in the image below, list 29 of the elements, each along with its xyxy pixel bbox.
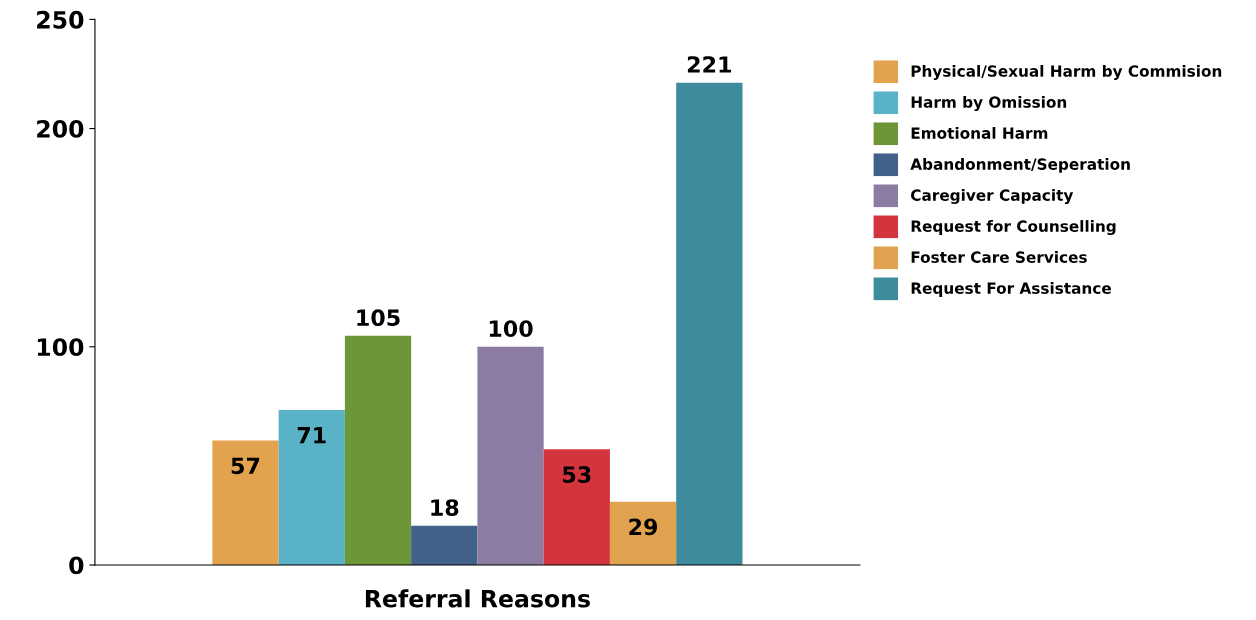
legend-label: Physical/Sexual Harm by Commision — [911, 65, 1222, 80]
y-tick-label: 100 — [37, 338, 84, 357]
data-label: 53 — [563, 466, 591, 483]
data-label: 100 — [489, 320, 533, 337]
bar — [609, 501, 677, 566]
x-axis-title: Referral Reasons — [365, 589, 590, 608]
bar — [212, 440, 279, 566]
y-tick-label: 0 — [69, 556, 84, 575]
data-label: 18 — [431, 499, 459, 516]
y-tick-label: 200 — [37, 119, 84, 138]
legend-label: Foster Care Services — [911, 251, 1087, 263]
legend-label: Caregiver Capacity — [911, 189, 1074, 204]
data-label: 57 — [231, 457, 260, 475]
bar — [344, 335, 412, 566]
data-label: 29 — [629, 518, 658, 536]
bar — [278, 410, 345, 566]
legend-label: Request For Assistance — [911, 282, 1111, 297]
data-label: 221 — [687, 56, 731, 73]
legend-label: Emotional Harm — [911, 127, 1048, 139]
legend-label: Harm by Omission — [911, 96, 1067, 111]
bar — [477, 346, 544, 566]
bar — [543, 449, 610, 566]
legend-label: Abandonment/Seperation — [910, 158, 1130, 173]
legend-label: Request for Counselling — [911, 220, 1116, 235]
y-tick-label: 250 — [37, 10, 84, 29]
bar — [411, 525, 478, 566]
data-label: 71 — [297, 427, 326, 444]
data-label: 105 — [357, 309, 400, 327]
bar — [676, 82, 743, 566]
